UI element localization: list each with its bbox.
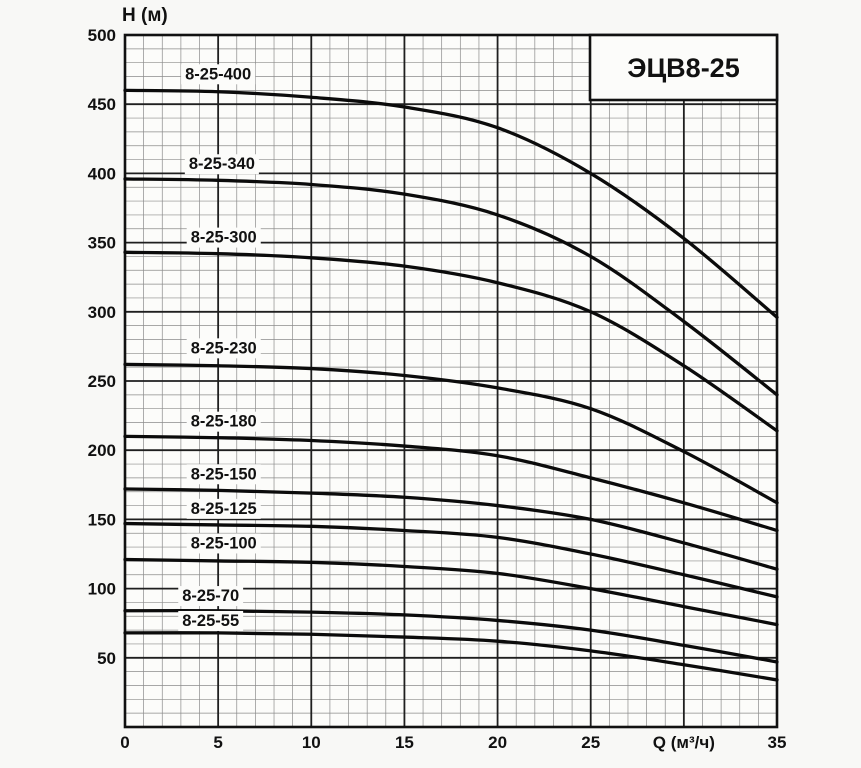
x-tick-label: 20 — [488, 733, 507, 752]
x-tick-label: 25 — [581, 733, 600, 752]
y-axis-ticks: 50 100 150 200 250 300 350 400 450 500 — [88, 26, 116, 668]
chart-title: ЭЦВ8-25 — [627, 53, 739, 83]
curve-label-8-25-340: 8-25-340 — [189, 155, 255, 173]
pump-curve-8-25-230 — [123, 362, 779, 505]
y-tick-label: 200 — [88, 441, 116, 460]
pump-curve-8-25-400 — [123, 88, 779, 319]
y-tick-label: 50 — [97, 649, 116, 668]
curve-label-8-25-180: 8-25-180 — [191, 413, 257, 431]
curve-label-bg — [184, 154, 259, 175]
y-tick-label: 100 — [88, 580, 116, 599]
pump-curve-8-25-70 — [123, 608, 779, 664]
pump-curves — [123, 88, 779, 682]
x-tick-label: 10 — [302, 733, 321, 752]
y-tick-label: 400 — [88, 164, 116, 183]
y-tick-label: 500 — [88, 26, 116, 45]
plot-frame — [123, 33, 779, 729]
curve-label-bg — [186, 338, 261, 359]
pump-curve-8-25-150 — [123, 487, 779, 571]
curve-label-8-25-300: 8-25-300 — [191, 229, 257, 247]
curve-label-8-25-125: 8-25-125 — [191, 500, 257, 518]
pump-curve-8-25-300 — [123, 250, 779, 433]
y-axis-label: H (м) — [122, 5, 168, 26]
x-axis-ticks: 0 5 10 15 20 25 Q (м³/ч) 35 — [120, 733, 786, 752]
curve-label-bg — [178, 586, 244, 607]
curve-label-8-25-70: 8-25-70 — [182, 587, 239, 605]
y-tick-label: 350 — [88, 234, 116, 253]
curve-label-bg — [186, 498, 261, 519]
title-box-frame — [588, 33, 779, 102]
curve-labels: 8-25-400 8-25-340 8-25-300 8-25-230 8-25-180… — [178, 64, 261, 631]
curve-label-bg — [178, 610, 244, 631]
curve-label-bg — [186, 464, 261, 485]
curve-label-bg — [186, 227, 261, 248]
x-tick-label: 35 — [768, 733, 787, 752]
chart-title-box: ЭЦВ8-25 — [588, 33, 779, 102]
x-tick-label: 0 — [120, 733, 129, 752]
pump-curve-8-25-180 — [123, 434, 779, 533]
curve-label-8-25-150: 8-25-150 — [191, 465, 257, 483]
curve-label-bg — [186, 411, 261, 432]
x-tick-label: 15 — [395, 733, 414, 752]
curve-label-bg — [186, 533, 261, 554]
pump-curve-8-25-55 — [123, 631, 779, 682]
y-tick-label: 450 — [88, 95, 116, 114]
pump-curve-8-25-340 — [123, 177, 779, 397]
pump-curve-8-25-125 — [123, 521, 779, 599]
pump-curve-8-25-100 — [123, 557, 779, 627]
x-tick-label: 5 — [213, 733, 222, 752]
curve-label-8-25-400: 8-25-400 — [185, 65, 251, 83]
x-axis-label: Q (м³/ч) — [653, 733, 715, 752]
curve-label-8-25-230: 8-25-230 — [191, 339, 257, 357]
y-tick-label: 300 — [88, 303, 116, 322]
y-tick-label: 150 — [88, 510, 116, 529]
y-tick-label: 250 — [88, 372, 116, 391]
curve-label-bg — [181, 64, 256, 85]
curve-label-8-25-55: 8-25-55 — [182, 612, 239, 630]
curve-label-8-25-100: 8-25-100 — [191, 534, 257, 552]
